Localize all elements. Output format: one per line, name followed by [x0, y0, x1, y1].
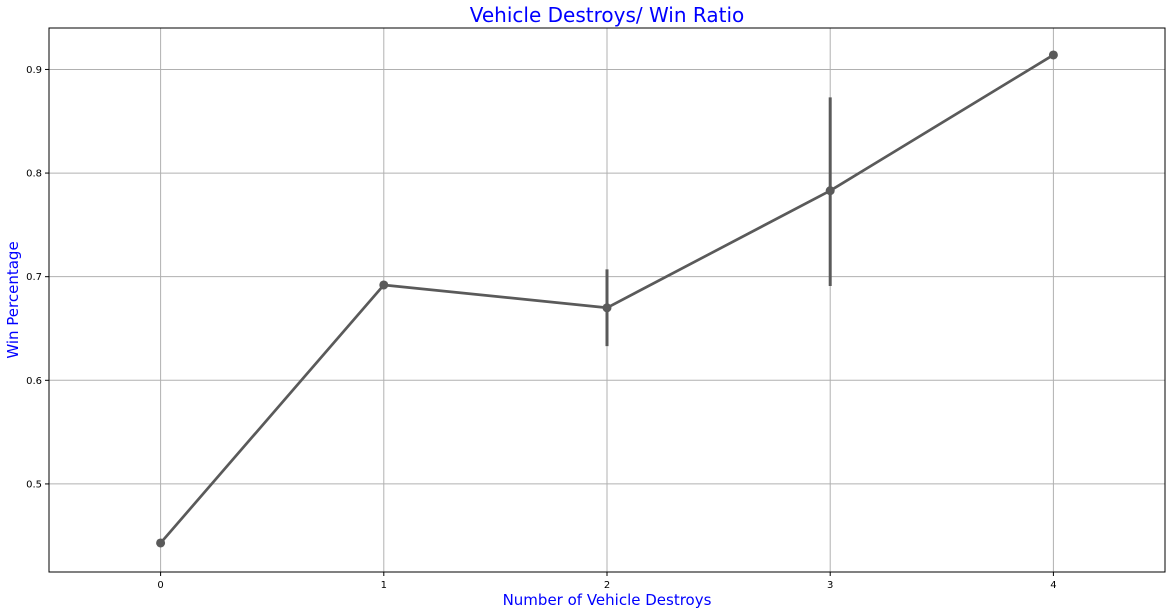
tick-labels: 0 1 2 3 4 0.5 0.6 0.7 0.8 0.9 [26, 65, 1056, 591]
data-point [156, 538, 166, 548]
y-tick-label: 0.6 [26, 376, 42, 387]
plot-frame [48, 27, 1166, 573]
data-point [602, 303, 612, 313]
data-point [379, 280, 389, 290]
data-point [825, 186, 835, 196]
x-tick-label: 3 [827, 580, 833, 591]
series-group [156, 50, 1058, 548]
y-tick-label: 0.8 [26, 169, 42, 180]
x-tick-label: 1 [381, 580, 387, 591]
y-tick-label: 0.7 [26, 272, 42, 283]
x-tick-label: 4 [1050, 580, 1056, 591]
grid [49, 28, 1165, 572]
x-tick-label: 2 [604, 580, 610, 591]
data-point [1048, 50, 1058, 60]
x-axis-label: Number of Vehicle Destroys [503, 591, 712, 609]
tick-marks [45, 68, 1054, 576]
x-tick-label: 0 [157, 580, 163, 591]
chart-title: Vehicle Destroys/ Win Ratio [470, 3, 745, 27]
y-tick-label: 0.9 [26, 65, 42, 76]
y-axis-label: Win Percentage [4, 241, 22, 358]
y-tick-label: 0.5 [26, 479, 42, 490]
